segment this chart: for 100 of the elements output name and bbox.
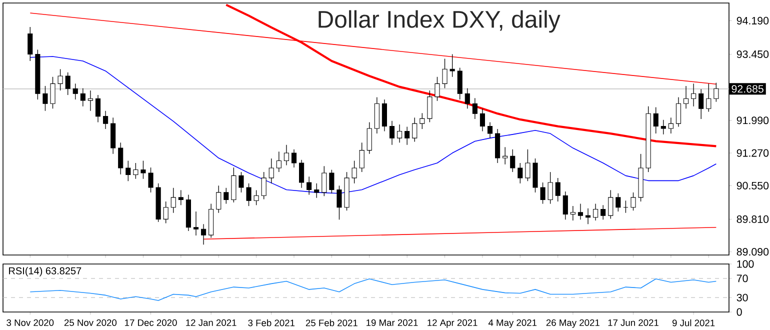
x-tick-label: 9 Jul 2021 (672, 319, 715, 326)
candlestick (404, 126, 410, 146)
candlestick (366, 122, 372, 154)
y-tick-label: 93.450 (736, 50, 769, 58)
candlestick (525, 149, 530, 182)
x-tick-label: 4 May 2021 (488, 319, 537, 328)
candlestick (427, 90, 432, 123)
y-tick-label: 90.550 (736, 182, 769, 190)
candlestick (593, 203, 598, 221)
x-tick-label: 19 Mar 2021 (366, 319, 418, 326)
candlestick (80, 88, 86, 107)
candlestick (623, 200, 628, 214)
candlestick (322, 166, 327, 196)
candlestick (389, 120, 395, 146)
candlestick (630, 192, 636, 211)
candlestick (299, 159, 304, 188)
candlestick (126, 160, 131, 182)
candlestick (676, 96, 682, 128)
candlestick (600, 204, 606, 220)
candlestick (548, 172, 553, 204)
candlestick (284, 144, 289, 166)
candlestick (608, 190, 614, 220)
candlestick (510, 149, 516, 172)
y-tick-label: 100 (737, 260, 754, 268)
candlestick (714, 82, 719, 102)
candlestick (502, 146, 508, 165)
x-tick-label: 17 Jun 2021 (608, 319, 658, 326)
x-tick-label: 26 May 2021 (546, 319, 600, 328)
candlestick (291, 149, 297, 168)
candlestick (178, 190, 184, 206)
candlestick (201, 224, 206, 245)
candlestick (306, 176, 312, 196)
candlestick (660, 120, 666, 135)
candlestick (698, 88, 704, 120)
candlestick (397, 124, 402, 143)
candlestick (668, 117, 674, 134)
candlestick (578, 203, 584, 220)
y-tick-label: 91.270 (736, 149, 769, 157)
chart-title: RSI(14) 63.8257 (9, 267, 82, 276)
candlestick (276, 151, 282, 172)
candlestick (65, 72, 70, 96)
candlestick (238, 172, 244, 193)
candlestick (555, 178, 560, 202)
candlestick (382, 99, 388, 132)
candlestick (352, 160, 357, 184)
candlestick (434, 76, 440, 102)
candlestick (140, 160, 146, 180)
candlestick (170, 188, 176, 214)
candlestick (88, 90, 93, 112)
candlestick (691, 83, 696, 107)
candlestick (653, 106, 658, 134)
candlestick (329, 169, 334, 194)
candlestick (95, 94, 101, 123)
x-tick-label: 25 Feb 2021 (306, 319, 358, 326)
candlestick (442, 58, 448, 89)
x-tick-label: 25 Nov 2020 (64, 319, 117, 326)
candlestick (480, 108, 486, 132)
candlestick (72, 83, 78, 100)
y-tick-label: 89.810 (736, 215, 769, 223)
y-tick-label: 91.990 (736, 116, 769, 124)
candlestick (706, 83, 712, 112)
x-tick-label: 12 Apr 2021 (428, 319, 478, 328)
candlestick (224, 188, 229, 204)
candlestick (148, 167, 154, 193)
candlestick (261, 172, 266, 200)
x-tick-label: 12 Jan 2021 (186, 319, 236, 326)
candlestick (518, 162, 523, 184)
candlestick (540, 182, 546, 204)
candlestick (246, 183, 252, 206)
candlestick (464, 88, 470, 109)
candlestick (268, 158, 274, 184)
candlestick (103, 110, 108, 130)
candlestick (254, 190, 259, 206)
line-series (30, 278, 717, 301)
y-tick-label: 30 (736, 294, 748, 302)
y-tick-label: 94.190 (736, 16, 769, 24)
chart-title: Dollar Index DXY, daily (318, 10, 560, 33)
candlestick (118, 142, 124, 175)
candlestick (216, 185, 222, 214)
candlestick (570, 206, 576, 221)
candlestick (42, 86, 48, 112)
ref-line-label: 92.685 (732, 85, 764, 93)
candlestick (450, 54, 455, 78)
candlestick (457, 67, 462, 100)
candlestick (193, 211, 199, 236)
y-tick-label: 89.090 (736, 248, 769, 256)
candlestick (616, 193, 621, 212)
candlestick (163, 201, 168, 224)
candlestick (562, 191, 568, 220)
candlestick (487, 122, 493, 138)
x-tick-label: 17 Dec 2020 (125, 319, 177, 326)
candlestick (359, 142, 364, 172)
candlestick (314, 183, 320, 198)
candlestick (50, 76, 56, 109)
candlestick (420, 112, 425, 130)
candlestick (472, 98, 478, 120)
x-tick-label: 3 Nov 2020 (6, 319, 54, 326)
candlestick (58, 68, 63, 91)
y-tick-label: 0 (736, 308, 742, 316)
y-tick-label: 70 (736, 274, 748, 282)
